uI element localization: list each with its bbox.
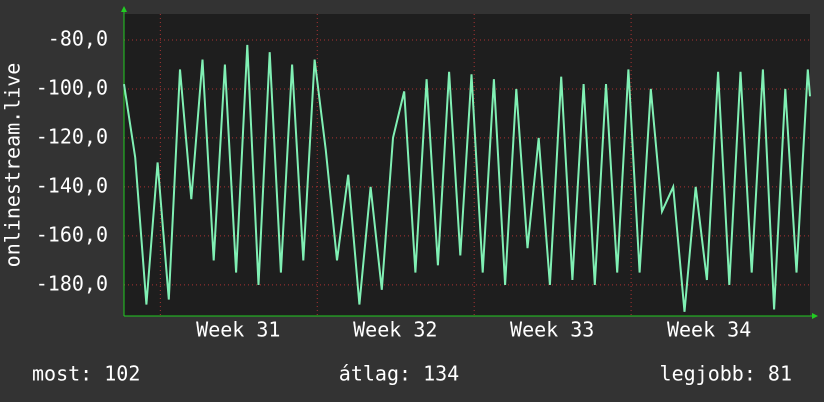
y-tick-label: -160,0 [36,222,108,246]
stat-label: legjobb: 81 [660,362,792,386]
y-tick-label: -100,0 [36,75,108,99]
y-tick-label: -120,0 [36,124,108,148]
axis-arrow [121,6,127,12]
y-axis-label: onlinestream.live [1,63,25,268]
y-tick-label: -140,0 [36,173,108,197]
plot-area [124,14,810,316]
stat-label: most: 102 [32,362,140,386]
y-tick-label: -180,0 [36,271,108,295]
x-tick-label: Week 32 [353,318,437,342]
axis-arrow [812,313,818,319]
y-tick-label: -80,0 [48,26,108,50]
x-tick-label: Week 33 [510,318,594,342]
x-tick-label: Week 34 [667,318,751,342]
stat-label: átlag: 134 [339,362,459,386]
data-line [123,44,811,312]
x-tick-label: Week 31 [196,318,280,342]
